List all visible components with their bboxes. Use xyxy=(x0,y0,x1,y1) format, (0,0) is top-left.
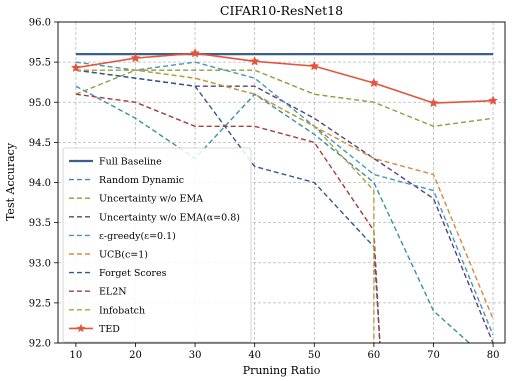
legend-entry-label: Uncertainty w/o EMA(α=0.8) xyxy=(99,212,240,223)
series-9-point xyxy=(368,77,379,88)
legend-box xyxy=(62,147,252,343)
legend: Full Baseline Random Dynamic Uncertainty w… xyxy=(62,147,252,343)
y-tick-label: 93.0 xyxy=(29,258,51,269)
series-9-point xyxy=(309,60,320,71)
axes: 10 20 30 40 50 60 70 80 92.0 92.5 93.0 93.5 94.0 94.5… xyxy=(29,18,500,362)
y-tick-label: 95.0 xyxy=(29,98,51,109)
y-tick-label: 93.5 xyxy=(29,218,51,229)
legend-entry-label: Uncertainty w/o EMA xyxy=(99,194,203,205)
series-9-line xyxy=(75,52,494,104)
series-8-line xyxy=(75,69,375,343)
series-9-point xyxy=(488,95,499,105)
x-tick-label: 50 xyxy=(308,350,321,361)
x-tick-label: 70 xyxy=(427,350,440,361)
legend-entry-label: EL2N xyxy=(99,287,127,298)
y-tick-label: 92.5 xyxy=(29,298,51,309)
y-tick-label: 94.0 xyxy=(29,178,51,189)
x-axis-label: Pruning Ratio xyxy=(243,364,321,377)
series-4-line xyxy=(75,61,494,336)
legend-swatch-marker xyxy=(76,323,86,333)
y-axis-label: Test Accuracy xyxy=(4,142,17,221)
series-layer xyxy=(70,48,499,343)
legend-entry-label: Full Baseline xyxy=(99,157,162,168)
legend-entry-label: Random Dynamic xyxy=(99,175,184,186)
y-tick-label: 95.5 xyxy=(29,58,51,69)
x-tick-label: 60 xyxy=(368,350,381,361)
series-5-line xyxy=(75,69,494,320)
plot-frame xyxy=(57,21,506,344)
legend-entry-label: Forget Scores xyxy=(99,268,167,279)
series-9-point xyxy=(190,48,201,58)
x-tick-label: 80 xyxy=(487,350,500,361)
y-tick-label: 94.5 xyxy=(29,138,51,149)
series-9-point xyxy=(70,62,81,72)
legend-entry-label: Infobatch xyxy=(99,305,145,316)
legend-entry-label: TED xyxy=(99,324,120,335)
legend-entry-label: ε-greedy(ε=0.1) xyxy=(99,231,176,242)
series-3-line xyxy=(75,69,494,343)
legend-entry-label: UCB(c=1) xyxy=(99,250,148,261)
series-9-point xyxy=(428,97,439,108)
x-tick-label: 30 xyxy=(189,350,202,361)
x-tick-label: 40 xyxy=(248,350,261,361)
series-2-line xyxy=(75,69,494,128)
series-9-point xyxy=(130,52,141,63)
y-tick-label: 96.0 xyxy=(29,18,51,29)
x-tick-label: 10 xyxy=(70,350,83,361)
chart-title: CIFAR10-ResNet18 xyxy=(220,3,343,18)
series-9-point xyxy=(249,56,260,66)
y-tick-label: 92.0 xyxy=(29,339,51,350)
x-tick-label: 20 xyxy=(129,350,142,361)
